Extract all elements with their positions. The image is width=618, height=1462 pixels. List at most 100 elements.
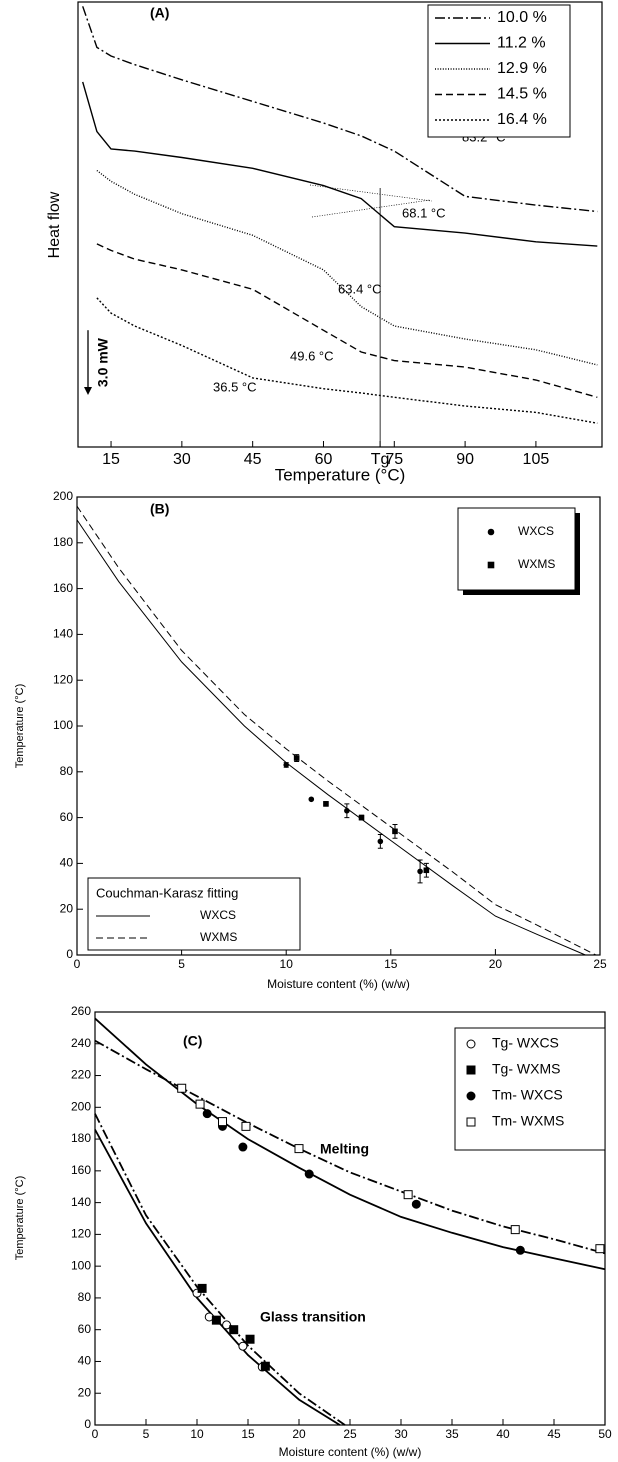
legend-label: 11.2 % [497,35,546,52]
data-point [197,1283,207,1293]
panel-title: (B) [150,501,169,517]
x-tick-label: 30 [394,1427,408,1441]
data-point [260,1361,270,1371]
x-tick-label: 35 [445,1427,459,1441]
legend-title: Couchman-Karasz fitting [96,885,238,900]
data-point [323,801,329,807]
x-tick-label: 0 [74,957,81,971]
x-tick-label: 25 [343,1427,357,1441]
legend-marker [487,561,495,569]
data-point [218,1117,227,1127]
data-point [202,1109,212,1119]
data-line [96,243,598,398]
data-point [294,1144,304,1154]
legend-marker [466,1091,476,1101]
data-point [293,755,300,761]
data-point [245,1334,255,1344]
data-line [76,519,586,956]
peak-annotation: 68.1 °C [402,205,446,220]
data-point [411,1199,421,1209]
data-point [417,868,423,875]
data-point [222,1320,232,1330]
y-tick-label: 200 [53,489,73,503]
y-tick-label: 40 [78,1354,92,1368]
legend-label: 12.9 % [497,60,547,77]
legend-label: 14.5 % [497,86,547,103]
data-point [229,1325,239,1335]
y-tick-label: 140 [71,1195,91,1209]
x-tick-label: 30 [173,451,191,468]
y-tick-label: 40 [60,856,74,870]
legend-label: WXCS [518,524,554,538]
peak-annotation: 63.4 °C [338,281,382,296]
data-point [177,1083,187,1093]
x-tick-label: 75 [385,451,403,468]
data-point [238,1142,248,1152]
legend-marker [487,528,495,536]
data-point [304,1169,314,1179]
legend-box [427,4,571,138]
x-tick-label: 45 [547,1427,561,1441]
curve-annotation: Melting [320,1141,369,1157]
fit-line [94,1113,346,1426]
x-tick-label: 45 [244,451,262,468]
x-tick-label: 25 [593,957,607,971]
x-tick-label: 15 [241,1427,255,1441]
data-point [308,796,315,803]
x-tick-label: 15 [384,957,398,971]
plot-frame [77,1,603,448]
legend-label: WXCS [200,908,236,922]
panel-title: (C) [183,1033,202,1049]
data-line [76,505,597,956]
legend-label: WXMS [200,930,237,944]
legend-marker [466,1065,476,1075]
x-axis-label: Temperature (°C) [275,465,406,484]
y-axis-label: Temperature (°C) [14,684,26,768]
x-tick-label: 0 [92,1427,99,1441]
legend-label: Tg- WXMS [492,1061,560,1077]
legend-label: WXMS [518,557,555,571]
y-tick-label: 80 [60,764,74,778]
y-tick-label: 0 [66,947,73,961]
y-axis-label: Temperature (°C) [14,1176,26,1260]
data-line [96,297,598,424]
x-tick-label: Tg [371,451,390,468]
x-tick-label: 60 [315,451,333,468]
legend-marker [466,1117,476,1127]
data-point [377,838,384,845]
x-tick-label: 15 [102,451,120,468]
y-tick-label: 180 [53,535,73,549]
x-tick-label: 10 [190,1427,204,1441]
tangent-line [309,184,433,202]
data-point [595,1244,605,1254]
data-line [82,6,598,213]
legend-label: Tg- WXCS [492,1035,559,1051]
data-point [515,1245,525,1255]
peak-annotation: 36.5 °C [213,379,257,394]
x-tick-label: 90 [456,451,474,468]
legend-box [457,507,576,591]
y-tick-label: 180 [71,1131,91,1145]
y-tick-label: 140 [53,627,73,641]
y-tick-label: 220 [71,1068,91,1082]
y-tick-label: 100 [53,718,73,732]
x-tick-label: 40 [496,1427,510,1441]
y-tick-label: 100 [71,1258,91,1272]
scale-bar-label: 3.0 mW [95,337,111,387]
legend-box [454,1027,606,1151]
y-tick-label: 20 [60,901,74,915]
data-point [241,1121,251,1131]
data-point [238,1341,248,1351]
y-tick-label: 120 [53,672,73,686]
x-tick-label: 50 [598,1427,612,1441]
y-axis-label: Heat flow [46,191,63,258]
y-tick-label: 160 [71,1163,91,1177]
x-tick-label: 5 [143,1427,150,1441]
data-point [211,1315,221,1325]
data-line [82,81,598,247]
x-tick-label: 105 [523,451,550,468]
y-tick-label: 120 [71,1227,91,1241]
y-tick-label: 240 [71,1036,91,1050]
data-point [510,1225,520,1235]
